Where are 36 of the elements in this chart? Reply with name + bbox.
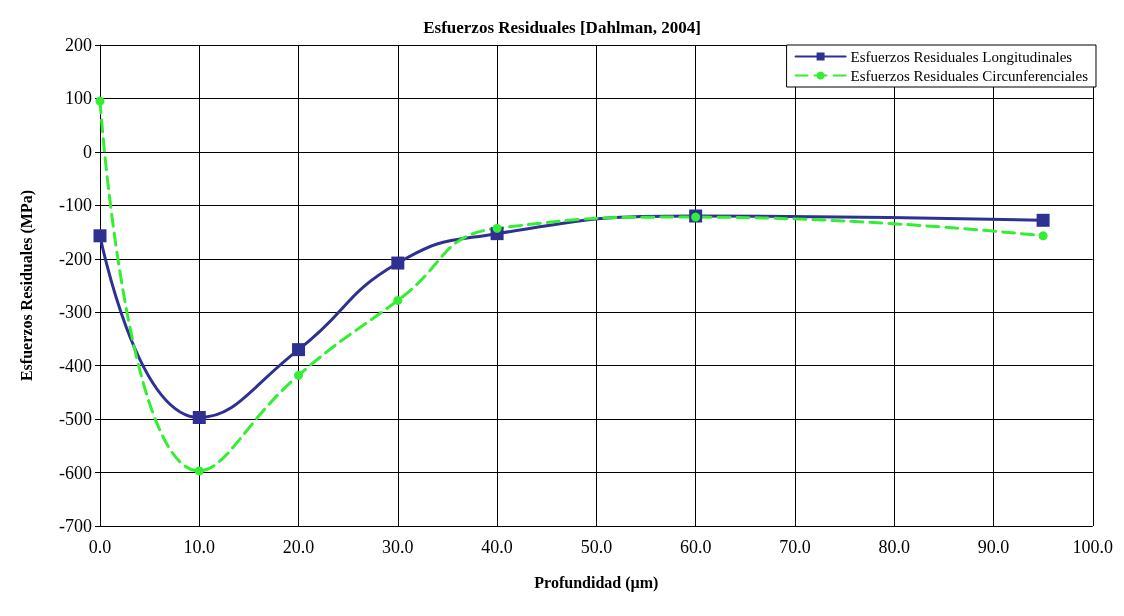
y-tick-label: -700 [59,516,92,536]
x-tick-label: 10.0 [183,537,216,557]
point [393,295,403,305]
point [391,256,405,270]
point [192,411,206,425]
x-tick-label: 50.0 [580,537,613,557]
x-tick-label: 70.0 [779,537,811,557]
x-tick-label: 20.0 [282,537,315,557]
point [194,466,204,476]
x-tick-label: 80.0 [878,537,910,557]
y-tick-label: -300 [59,302,92,323]
x-axis-title: Profundidad (µm) [534,573,659,592]
y-tick-label: 200 [65,35,92,55]
y-tick-label: 0 [83,141,92,162]
point [292,343,306,357]
point [294,370,304,380]
x-tick-label: 30.0 [382,537,414,557]
y-tick-label: -600 [59,462,92,483]
legend-label: Esfuerzos Residuales Circunferenciales [850,67,1089,84]
point [1036,213,1050,227]
y-tick-label: 100 [65,88,92,109]
x-tick-label: 40.0 [481,537,513,557]
y-tick-label: -400 [59,355,92,376]
legend-label: Esfuerzos Residuales Longitudinales [850,48,1073,65]
x-tick-label: 90.0 [977,537,1010,557]
x-tick-label: 60.0 [679,537,712,557]
chart-title: Esfuerzos Residuales [Dahlman, 2004] [423,18,701,37]
y-tick-label: -200 [59,248,92,269]
y-tick-label: -100 [59,195,92,216]
point [1038,231,1048,241]
y-axis-title: Esfuerzos Residuales (MPa) [17,189,36,382]
point [492,223,502,233]
x-tick-label: 0.0 [88,537,112,557]
x-tick-label: 100.0 [1072,537,1113,557]
point [93,229,107,243]
y-tick-label: -500 [59,409,92,430]
